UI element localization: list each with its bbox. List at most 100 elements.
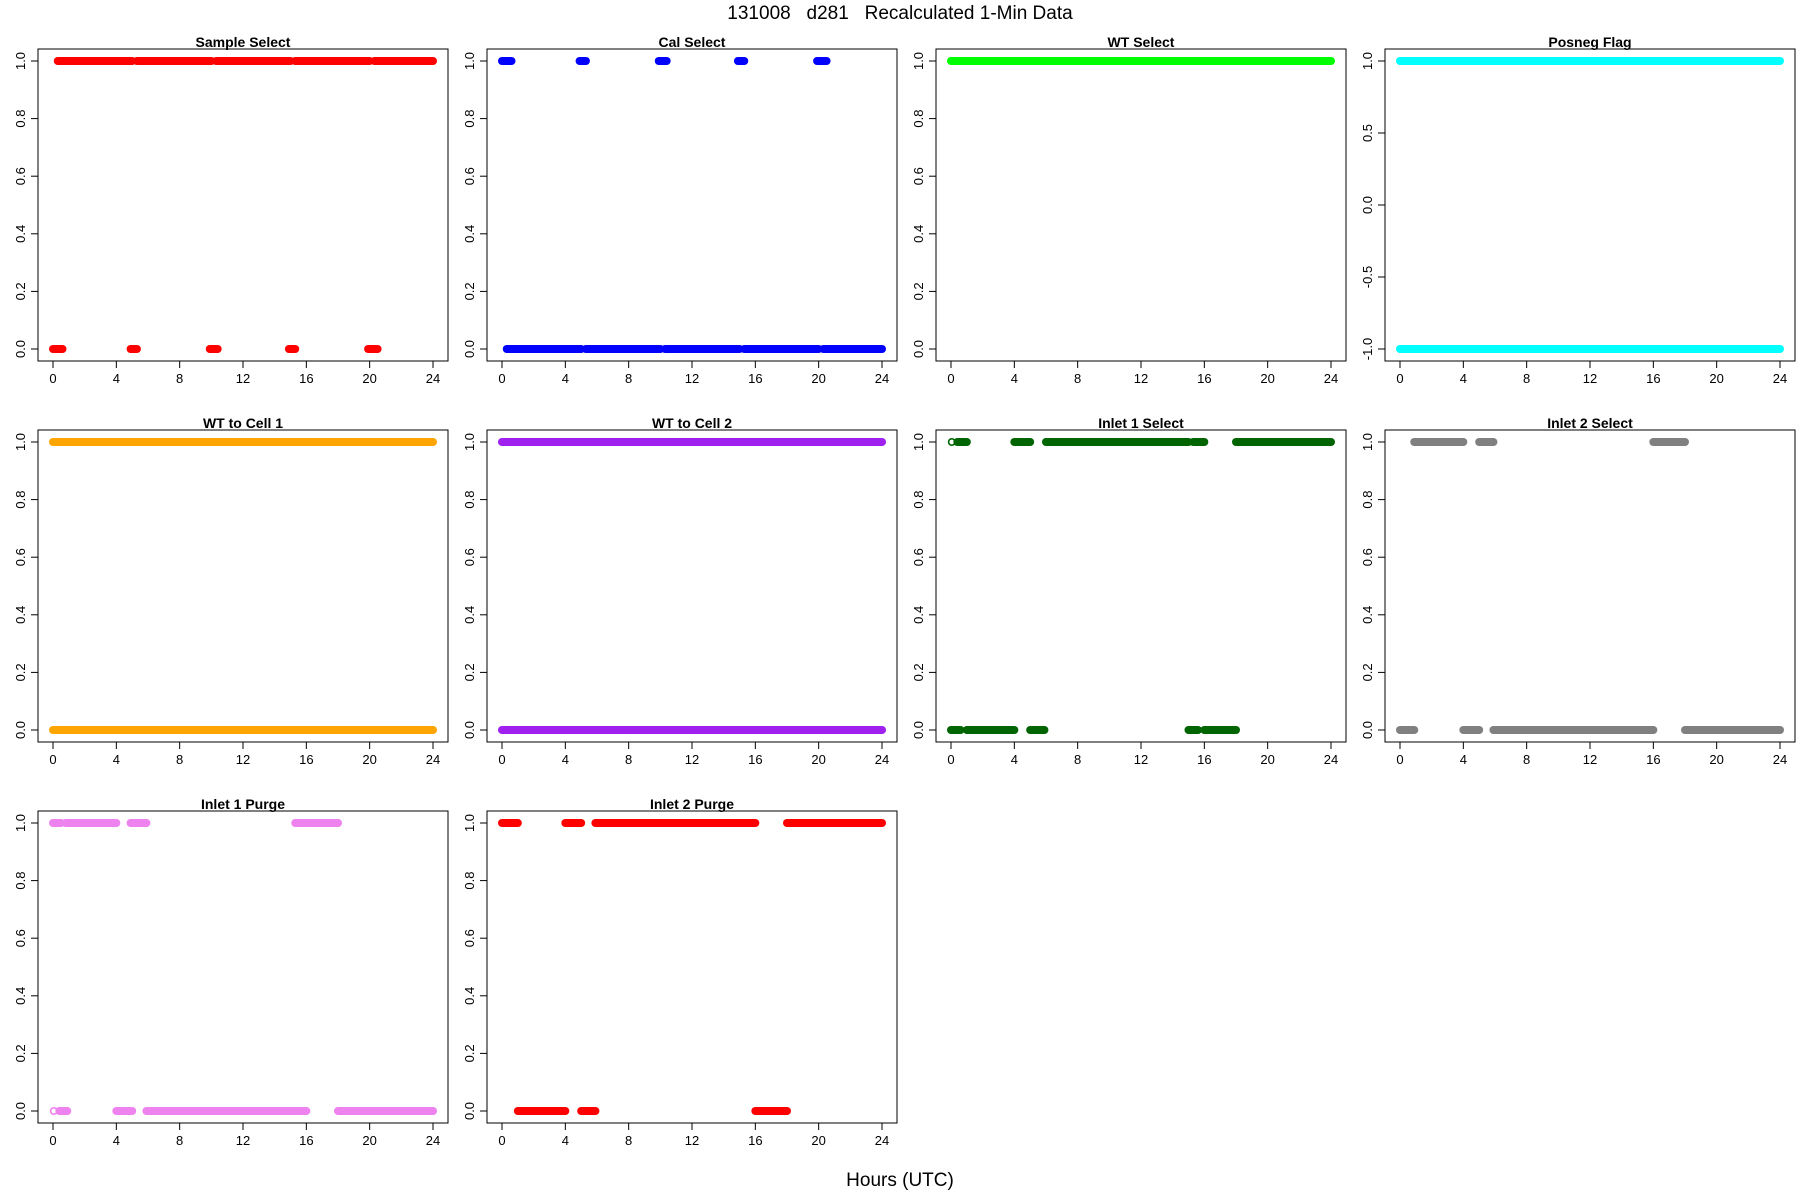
x-tick-label: 20 bbox=[811, 1133, 825, 1148]
x-tick-label: 0 bbox=[1396, 371, 1403, 386]
y-tick-label: 0.0 bbox=[911, 721, 926, 739]
panel-title: WT to Cell 1 bbox=[203, 415, 283, 431]
plot-frame bbox=[486, 48, 898, 362]
x-tick-label: 12 bbox=[1134, 371, 1148, 386]
y-tick-label: 1.0 bbox=[13, 433, 28, 451]
x-tick-label: 24 bbox=[1773, 371, 1787, 386]
y-tick-label: 0.2 bbox=[462, 282, 477, 300]
y-tick-label: 0.6 bbox=[13, 167, 28, 185]
y-tick-label: 0.8 bbox=[462, 872, 477, 890]
panel-title: Cal Select bbox=[659, 34, 726, 50]
y-tick-label: 0.4 bbox=[462, 606, 477, 624]
y-tick-label: 1.0 bbox=[911, 433, 926, 451]
x-tick-label: 4 bbox=[113, 1133, 120, 1148]
panel: WT Select 0 4 8 12 16 20 24 0.0 0.2 0.4 0.6 0.8 1.0 bbox=[911, 34, 1347, 386]
x-tick-label: 24 bbox=[875, 752, 889, 767]
y-tick-label: 0.6 bbox=[911, 167, 926, 185]
x-tick-label: 24 bbox=[426, 752, 440, 767]
x-tick-label: 20 bbox=[1709, 752, 1723, 767]
y-tick-label: 0.2 bbox=[1360, 663, 1375, 681]
y-tick-label: 0.2 bbox=[911, 282, 926, 300]
panel: Inlet 2 Select 0 4 8 12 16 20 24 0.0 0.2 0.4 0.6 0.8… bbox=[1360, 415, 1796, 767]
x-tick-label: 4 bbox=[562, 752, 569, 767]
x-tick-label: 20 bbox=[362, 1133, 376, 1148]
x-tick-label: 8 bbox=[625, 371, 632, 386]
y-tick-label: 0.4 bbox=[911, 225, 926, 243]
x-tick-label: 20 bbox=[362, 752, 376, 767]
y-tick-label: 0.4 bbox=[1360, 606, 1375, 624]
y-tick-label: 0.0 bbox=[462, 340, 477, 358]
x-tick-label: 16 bbox=[748, 752, 762, 767]
x-tick-label: 24 bbox=[1324, 371, 1338, 386]
plot-frame bbox=[37, 429, 449, 743]
y-tick-label: 0.4 bbox=[462, 987, 477, 1005]
x-tick-label: 12 bbox=[685, 1133, 699, 1148]
x-tick-label: 8 bbox=[1523, 752, 1530, 767]
plot-frame bbox=[37, 810, 449, 1124]
x-tick-label: 8 bbox=[1523, 371, 1530, 386]
x-tick-label: 20 bbox=[811, 752, 825, 767]
plot-frame bbox=[1384, 429, 1796, 743]
y-tick-label: 0.6 bbox=[462, 548, 477, 566]
x-tick-label: 24 bbox=[1324, 752, 1338, 767]
plot-frame bbox=[935, 48, 1347, 362]
y-tick-label: 1.0 bbox=[462, 52, 477, 70]
x-tick-label: 24 bbox=[875, 1133, 889, 1148]
y-tick-label: 0.2 bbox=[13, 282, 28, 300]
y-tick-label: 0.4 bbox=[13, 606, 28, 624]
y-tick-label: 0.2 bbox=[13, 1044, 28, 1062]
panel-title: WT Select bbox=[1108, 34, 1175, 50]
x-tick-label: 12 bbox=[685, 752, 699, 767]
panel: Sample Select 0 4 8 12 16 20 24 0.0 0.2 0.4 0.6 0.8 1… bbox=[13, 34, 449, 386]
x-tick-label: 4 bbox=[113, 752, 120, 767]
panel: Inlet 2 Purge 0 4 8 12 16 20 24 0.0 0.2 0.4 0.6 0.8 1… bbox=[462, 796, 898, 1148]
x-tick-label: 12 bbox=[1134, 752, 1148, 767]
x-tick-label: 8 bbox=[176, 371, 183, 386]
x-tick-label: 4 bbox=[1460, 371, 1467, 386]
y-tick-label: 0.0 bbox=[462, 721, 477, 739]
y-tick-label: 0.2 bbox=[13, 663, 28, 681]
x-tick-label: 0 bbox=[498, 1133, 505, 1148]
y-tick-label: -1.0 bbox=[1360, 338, 1375, 360]
plot-frame bbox=[935, 429, 1347, 743]
panel: Inlet 1 Select 0 4 8 12 16 20 24 0.0 0.2 0.4 0.6 0.8… bbox=[911, 415, 1347, 767]
y-tick-label: 1.0 bbox=[13, 52, 28, 70]
x-tick-label: 24 bbox=[1773, 752, 1787, 767]
y-tick-label: 1.0 bbox=[1360, 52, 1375, 70]
y-tick-label: 0.6 bbox=[13, 929, 28, 947]
y-tick-label: 0.0 bbox=[13, 1102, 28, 1120]
x-tick-label: 12 bbox=[236, 371, 250, 386]
y-tick-label: 0.6 bbox=[13, 548, 28, 566]
panel-title: Inlet 2 Purge bbox=[650, 796, 734, 812]
y-tick-label: 0.0 bbox=[1360, 196, 1375, 214]
panel: Posneg Flag 0 4 8 12 16 20 24 -1.0 -0.5 0.0 0.5 1.0 bbox=[1360, 34, 1796, 386]
y-tick-label: 0.8 bbox=[911, 491, 926, 509]
x-tick-label: 8 bbox=[1074, 371, 1081, 386]
y-tick-label: 0.0 bbox=[13, 721, 28, 739]
x-tick-label: 24 bbox=[426, 1133, 440, 1148]
y-tick-label: 0.6 bbox=[1360, 548, 1375, 566]
x-tick-label: 20 bbox=[1260, 371, 1274, 386]
x-tick-label: 12 bbox=[685, 371, 699, 386]
x-tick-label: 20 bbox=[1260, 752, 1274, 767]
x-tick-label: 8 bbox=[625, 752, 632, 767]
y-tick-label: 0.8 bbox=[13, 110, 28, 128]
y-tick-label: 0.6 bbox=[462, 167, 477, 185]
x-tick-label: 16 bbox=[1197, 752, 1211, 767]
x-tick-label: 16 bbox=[299, 752, 313, 767]
y-tick-label: 0.4 bbox=[13, 225, 28, 243]
y-tick-label: 0.8 bbox=[1360, 491, 1375, 509]
x-tick-label: 0 bbox=[49, 752, 56, 767]
x-tick-label: 4 bbox=[1011, 752, 1018, 767]
x-tick-label: 4 bbox=[1011, 371, 1018, 386]
y-tick-label: 0.8 bbox=[462, 491, 477, 509]
y-tick-label: 0.4 bbox=[462, 225, 477, 243]
x-tick-label: 12 bbox=[1583, 752, 1597, 767]
panel-title: Sample Select bbox=[196, 34, 291, 50]
y-tick-label: 0.2 bbox=[462, 663, 477, 681]
y-tick-label: 1.0 bbox=[13, 814, 28, 832]
y-tick-label: 0.4 bbox=[911, 606, 926, 624]
x-tick-label: 4 bbox=[113, 371, 120, 386]
panel-title: Inlet 1 Select bbox=[1098, 415, 1184, 431]
